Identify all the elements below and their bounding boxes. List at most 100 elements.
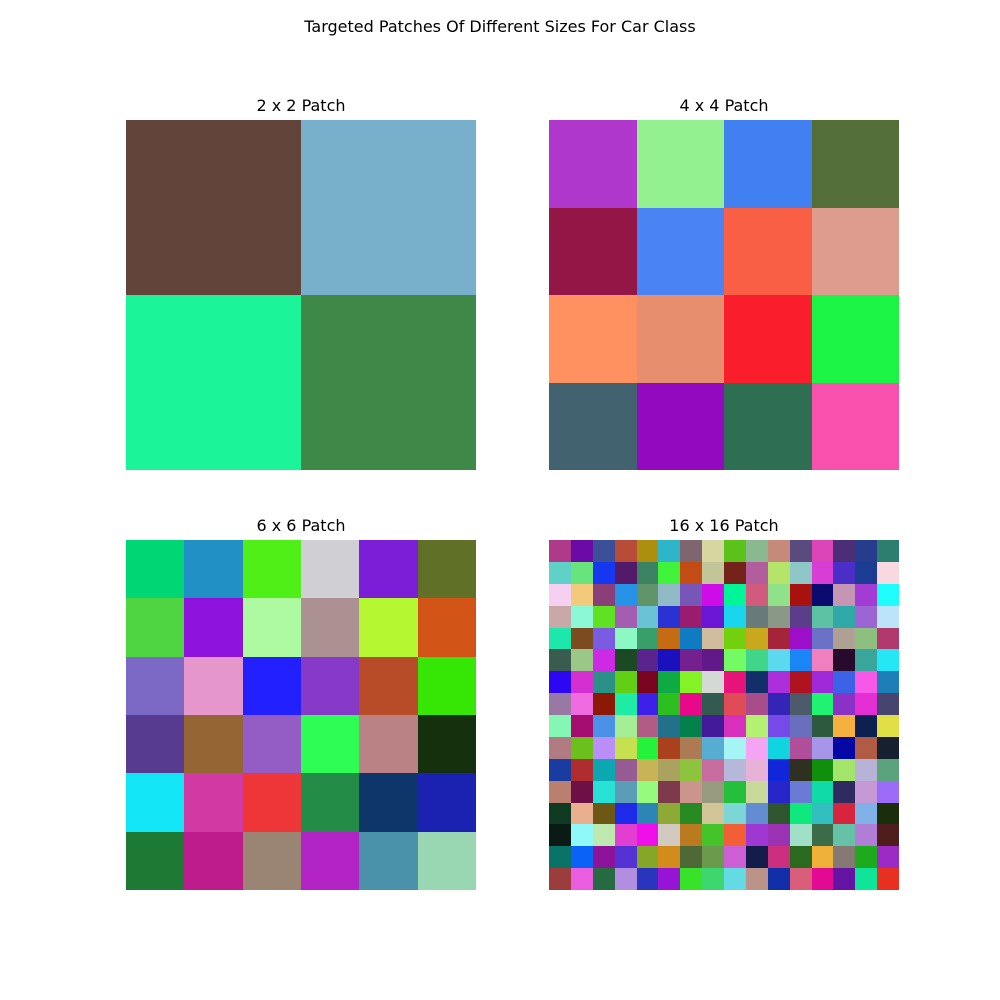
patch-cell [855,649,878,672]
patch-cell [789,715,812,737]
patch-cell [184,598,243,657]
patch-cell [767,824,790,847]
patch-cell [549,824,571,847]
patch-cell [702,605,724,628]
patch-cell [614,802,637,825]
patch-cell [767,868,790,890]
patch-cell [702,561,724,584]
patch-cell [724,207,812,295]
patch-cell [724,382,812,470]
patch-cell [570,846,593,869]
patch-cell [811,671,834,694]
patch-cell [592,649,615,672]
patch-cell [702,736,724,759]
patch-cell [789,824,812,847]
patch-cell [658,736,681,759]
patch-cell [658,561,681,584]
patch-cell [549,868,571,890]
patch-cell [767,561,790,584]
patch-cell [658,627,681,650]
patch-cell [833,649,856,672]
patch-cell [614,693,637,715]
patch-cell [592,758,615,781]
patch-cell [767,846,790,869]
patch-cell [359,656,418,715]
patch-cell [811,846,834,869]
patch-cell [614,846,637,869]
patch-cell [877,868,899,890]
patch-cell [745,671,768,694]
patch-cell [242,598,301,657]
patch-cell [855,758,878,781]
patch-cell [300,540,360,599]
patch-cell [811,605,834,628]
patch-cell [592,802,615,825]
patch-cell [767,671,790,694]
patch-cell [300,831,360,890]
patch-cell [126,656,185,715]
patch-cell [184,714,243,774]
patch-cell [877,715,899,737]
patch-cell [614,780,637,803]
patch-cell [636,207,724,295]
patch-cell [767,736,790,759]
patch-cell [680,627,703,650]
patch-cell [570,540,593,562]
patch-cell [549,561,571,584]
patch-cell [417,831,476,890]
patch-cell [417,540,476,599]
patch-cell [789,758,812,781]
patch-cell [658,583,681,606]
patch-cell [126,773,185,832]
patch-cell [877,649,899,672]
patch-cell [724,693,746,715]
patch-cell [855,824,878,847]
patch-cell [833,540,856,562]
patch-cell [658,846,681,869]
patch-cell [877,780,899,803]
patch-cell [614,824,637,847]
patch-cell [724,780,746,803]
patch-cell [680,540,703,562]
patch-cell [658,802,681,825]
patch-cell [570,736,593,759]
patch-cell [549,295,637,383]
patch-cell [614,758,637,781]
patch-cell [789,605,812,628]
patch-cell [242,656,301,715]
patch-cell [242,831,301,890]
patch-cell [833,868,856,890]
patch-cell [789,583,812,606]
patch-cell [636,605,659,628]
patch-cell [614,671,637,694]
patch-cell [636,382,724,470]
patch-grid-6x6 [126,540,476,890]
patch-cell [745,561,768,584]
patch-cell [680,561,703,584]
patch-cell [549,715,571,737]
patch-cell [877,671,899,694]
patch-cell [549,802,571,825]
patch-cell [636,780,659,803]
patch-cell [855,605,878,628]
patch-cell [592,780,615,803]
patch-cell [242,540,301,599]
patch-cell [570,802,593,825]
patch-cell [724,605,746,628]
patch-cell [680,802,703,825]
patch-cell [359,773,418,832]
patch-cell [855,561,878,584]
patch-cell [300,656,360,715]
patch-cell [570,649,593,672]
patch-cell [359,831,418,890]
patch-cell [877,540,899,562]
patch-grid-4x4 [549,120,899,470]
patch-cell [592,583,615,606]
patch-cell [789,693,812,715]
patch-cell [549,382,637,470]
patch-cell [811,802,834,825]
patch-cell [549,120,637,208]
patch-cell [811,649,834,672]
patch-cell [570,605,593,628]
patch-cell [811,382,899,470]
